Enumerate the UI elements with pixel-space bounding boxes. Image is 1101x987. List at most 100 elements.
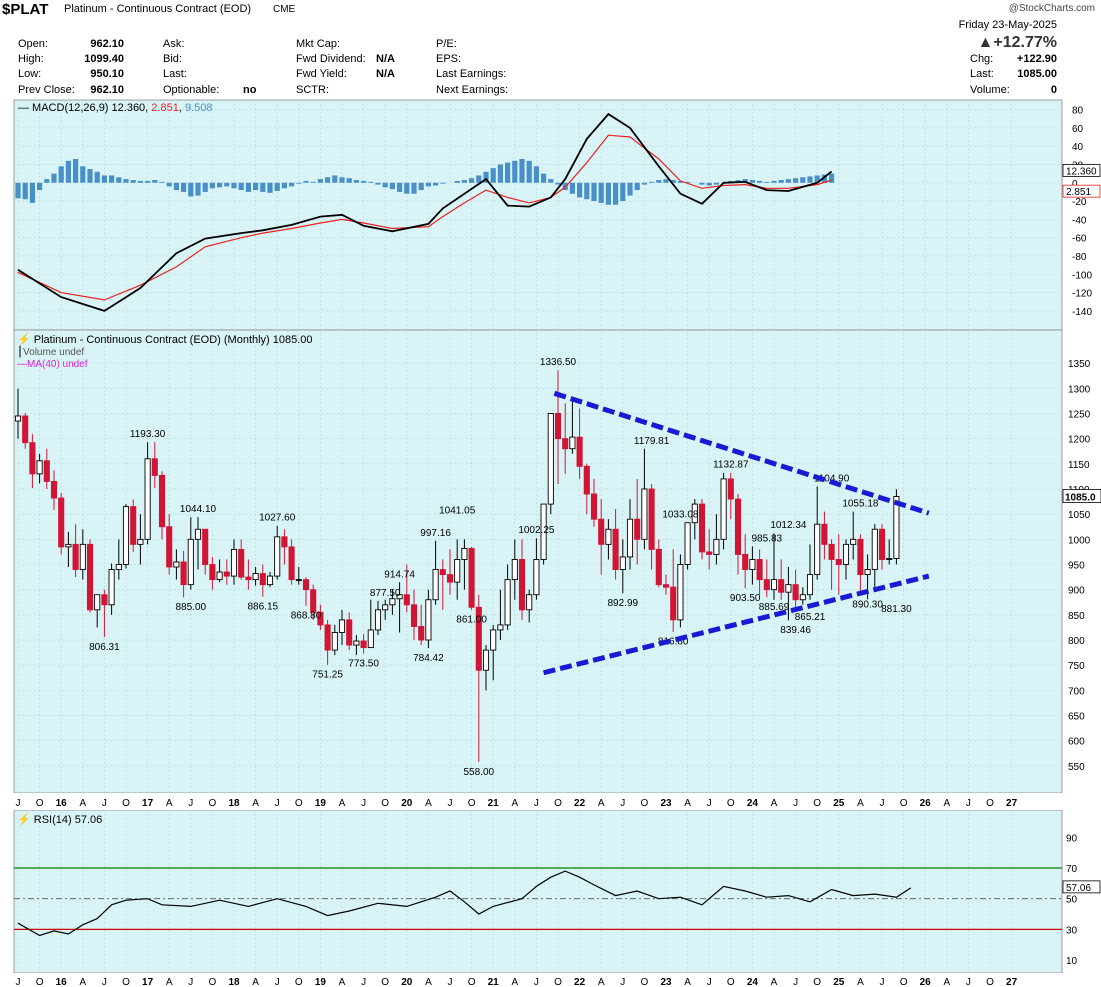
macd-histogram-bar [382,182,388,188]
macd-histogram-bar [260,182,266,192]
macd-histogram-bar [656,180,662,183]
macd-histogram-bar [101,175,107,183]
macd-histogram-bar [713,182,719,185]
last-earnings-label: Last Earnings: [436,68,507,80]
macd-histogram-bar [512,160,518,183]
macd-histogram-bar [807,176,813,183]
candle-body [583,465,590,495]
macd-histogram-bar [505,162,511,183]
macd-histogram-bar [548,179,554,183]
candle-body [734,498,742,555]
macd-histogram-bar [627,182,633,196]
x-tick-label: A [684,977,691,987]
candle-body [29,442,36,475]
macd-histogram-bar [159,181,165,183]
candle-body [94,594,101,611]
candle-body [878,528,886,560]
candle-body [590,493,598,520]
macd-histogram-bar [267,182,273,193]
panel-macd [13,99,1063,331]
macd-histogram-bar [584,182,590,200]
candle-body [871,528,878,570]
macd-histogram-bar [325,177,331,183]
candle-body [619,556,626,570]
candle-body [814,523,821,576]
price-annotation: 1193.30 [130,429,166,440]
price-annotation: 1044.10 [180,504,217,515]
x-tick-label: O [36,798,44,809]
macd-histogram-bar [461,180,467,183]
candle-body [223,571,230,577]
candle-body [310,589,317,613]
macd-histogram-bar [152,180,158,183]
macd-histogram-bar [605,182,611,205]
macd-histogram-bar [757,180,763,183]
candle-body [662,584,670,588]
candle-body [727,478,734,500]
candle-body [86,543,94,611]
x-tick-label: A [511,977,518,987]
candle-body [382,604,389,611]
low-label: Low: [18,68,42,80]
symbol[interactable]: $PLAT [2,1,49,18]
candle-body [22,415,29,444]
candle-body [720,478,727,540]
candle-body [497,624,504,631]
candle-body [389,598,396,606]
macd-histogram-bar [145,180,151,183]
x-tick-label: O [468,798,476,809]
x-tick-label: J [793,977,798,987]
candle-body [641,488,648,540]
x-tick-label: O [381,977,389,987]
x-tick-label: A [79,798,86,809]
macd-histogram-bar [685,181,691,183]
macd-histogram-bar [526,160,532,183]
x-tick-label: A [252,977,259,987]
macd-histogram-bar [793,178,799,183]
macd-histogram-bar [821,174,827,183]
price-annotation: 885.00 [176,602,207,613]
x-tick-label: J [448,977,453,987]
macd-histogram-bar [65,160,71,183]
price-annotation: 816.80 [658,637,689,648]
x-tick-label: A [425,798,432,809]
x-tick-label: 16 [56,798,68,809]
y-tick-label: 850 [1068,611,1085,622]
macd-histogram-bar [195,182,201,196]
last-price-label: Last: [970,68,994,80]
price-annotation: 1104.90 [814,474,850,485]
price-annotation: 806.31 [89,642,120,653]
candle-body [43,460,50,482]
y-tick-label: 950 [1068,561,1085,572]
volume-legend: ┃Volume undef [17,345,84,358]
candle-body [806,574,814,596]
x-tick-label: O [813,977,821,987]
candle-body [526,594,533,611]
macd-histogram-bar [238,182,244,191]
stockcharts-watermark[interactable]: @StockCharts.com [1008,3,1095,14]
candle-body [187,538,194,586]
x-tick-label: A [857,798,864,809]
rsi-line [17,870,912,937]
x-tick-label: 25 [833,798,845,809]
x-tick-label: A [598,798,605,809]
y-tick-label: 1050 [1068,510,1091,521]
macd-histogram-bar [37,182,43,191]
panel-rsi [13,809,1063,974]
price-annotation: 1033.08 [662,510,699,521]
y-tick-label: 750 [1068,661,1085,672]
candle-body [194,528,202,540]
price-annotation: 1055.18 [842,499,879,510]
macd-histogram-bar [253,182,259,191]
x-tick-label: 24 [747,977,759,987]
candle-body [50,480,58,499]
candle-body [698,503,706,553]
candle-body [850,538,857,545]
candle-body [288,546,295,581]
x-tick-label: O [468,977,476,987]
chg-label: Chg: [970,53,994,65]
candle-body [677,564,684,621]
macd-legend: — MACD(12,26,9) 12.360, 2.851, 9.508 [18,102,212,114]
candle-body [151,458,158,476]
